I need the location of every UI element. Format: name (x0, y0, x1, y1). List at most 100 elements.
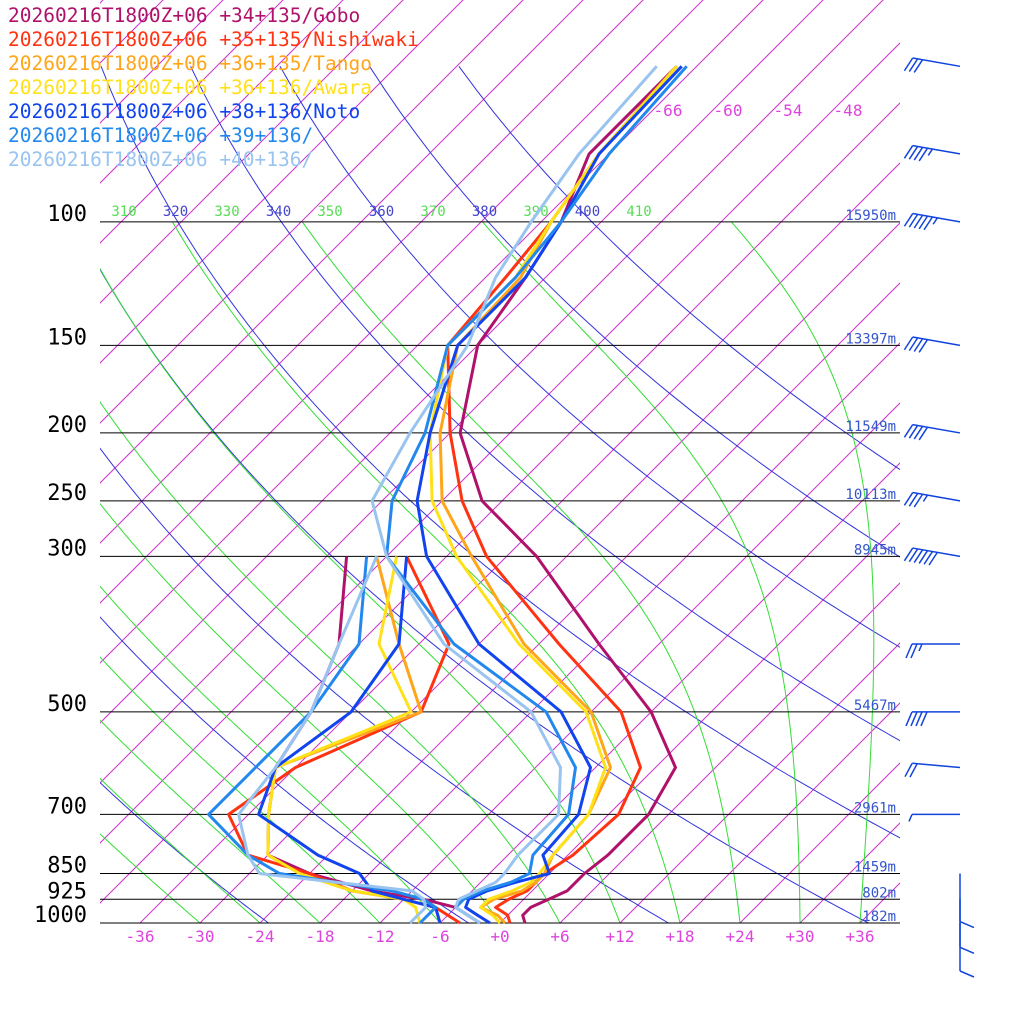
pressure-label: 925 (47, 879, 87, 904)
pressure-label: 1000 (34, 903, 87, 928)
pressure-label: 300 (47, 536, 87, 561)
dry-adiabat-line (100, 268, 869, 923)
temperature-line-6 (370, 65, 658, 925)
wind-barb (908, 813, 960, 822)
theta-label: 330 (214, 204, 239, 220)
pressure-label: 250 (47, 481, 87, 506)
isotherm-line (799, 822, 900, 923)
upper-temp-label: -48 (834, 101, 863, 120)
legend-item: 20260216T1800Z+06 +36+136/Awara (8, 76, 372, 99)
moist-adiabat-line (301, 221, 741, 923)
wind-barb (903, 547, 961, 566)
moist-adiabat-line (731, 221, 875, 923)
height-label: 13397m (845, 331, 896, 347)
dewpoint-line-3 (266, 556, 422, 924)
legend-item: 20260216T1800Z+06 +38+136/Noto (8, 100, 361, 123)
height-label: 802m (862, 885, 896, 901)
x-tick-label: -18 (306, 927, 335, 946)
legend: 20260216T1800Z+06 +34+135/Gobo 20260216T1… (8, 4, 419, 172)
wind-barb (959, 873, 975, 929)
wind-barb (904, 762, 961, 778)
dry-adiabat-line (279, 66, 900, 648)
isotherm-line (619, 642, 900, 923)
wind-barb (903, 144, 961, 162)
x-tick-label: +18 (666, 927, 695, 946)
wind-barb (903, 336, 961, 353)
isotherm-line (980, 0, 1024, 923)
legend-item: 20260216T1800Z+06 +36+135/Tango (8, 52, 372, 75)
soundings (207, 65, 688, 925)
isotherm-line (559, 582, 900, 923)
moist-adiabat-line (100, 267, 621, 923)
isotherm-line (379, 402, 900, 923)
x-tick-label: -24 (246, 927, 275, 946)
height-label: 182m (862, 909, 896, 925)
pressure-label: 700 (47, 794, 87, 819)
theta-label: 310 (111, 204, 136, 220)
temperature-line-5 (385, 65, 688, 925)
dry-adiabat-line (100, 66, 900, 839)
isotherm-line (100, 0, 404, 304)
moist-adiabat-line (171, 221, 681, 923)
isotherm-line (100, 0, 224, 124)
isotherm-line (920, 0, 1024, 923)
pressure-label: 100 (47, 202, 87, 227)
wind-barbs (903, 57, 975, 978)
pressure-label: 200 (47, 413, 87, 438)
x-tick-label: -36 (126, 927, 155, 946)
temperature-line-2 (438, 65, 678, 925)
dry-adiabat-line (458, 66, 900, 471)
pressure-label: 850 (47, 854, 87, 879)
theta-label: 380 (472, 204, 497, 220)
theta-label: 350 (317, 204, 342, 220)
pressure-label: 500 (47, 692, 87, 717)
legend-item: 20260216T1800Z+06 +34+135/Gobo (8, 4, 361, 27)
upper-temp-label: -66 (654, 101, 683, 120)
isotherm-line (100, 0, 284, 184)
x-tick-label: -6 (430, 927, 449, 946)
upper-temp-label: -54 (774, 101, 803, 120)
isotherm-line (739, 762, 900, 923)
dry-adiabat-line (190, 66, 900, 742)
legend-item: 20260216T1800Z+06 +35+135/Nishiwaki (8, 28, 419, 51)
x-tick-label: +36 (846, 927, 875, 946)
height-label: 11549m (845, 419, 896, 435)
isotherm-line (100, 0, 524, 424)
x-tick-label: -12 (366, 927, 395, 946)
wind-barb (905, 711, 960, 727)
wind-barb (959, 923, 975, 978)
theta-label: 320 (163, 204, 188, 220)
theta-label: 360 (369, 204, 394, 220)
temperature-line-1 (446, 65, 678, 924)
moist-adiabat-line (100, 833, 201, 923)
x-tick-label: -30 (186, 927, 215, 946)
height-label: 10113m (845, 487, 896, 503)
legend-item: 20260216T1800Z+06 +40+136/ (8, 148, 314, 171)
wind-barb (903, 212, 961, 231)
theta-label: 410 (626, 204, 651, 220)
height-label: 8945m (854, 542, 896, 558)
theta-label: 340 (266, 204, 291, 220)
height-label: 5467m (854, 698, 896, 714)
wind-barb (903, 491, 961, 508)
x-tick-label: +6 (550, 927, 569, 946)
height-label: 1459m (854, 860, 896, 876)
x-tick-label: +0 (490, 927, 509, 946)
dry-adiabat-line (369, 66, 900, 558)
isotherm-line (439, 462, 900, 923)
upper-temp-label: -60 (714, 101, 743, 120)
temperature-line-4 (415, 65, 683, 925)
x-tick-label: +12 (606, 927, 635, 946)
isotherm-line (100, 0, 464, 364)
wind-barb (903, 423, 961, 441)
wind-barb (903, 57, 961, 73)
height-label: 2961m (854, 800, 896, 816)
pressure-label: 150 (47, 325, 87, 350)
legend-item: 20260216T1800Z+06 +39+136/ (8, 124, 314, 147)
theta-label: 370 (420, 204, 445, 220)
isotherm-line (859, 882, 900, 923)
isotherm-line (679, 702, 900, 923)
dewpoint-line-0 (266, 556, 481, 925)
x-tick-label: +24 (726, 927, 755, 946)
